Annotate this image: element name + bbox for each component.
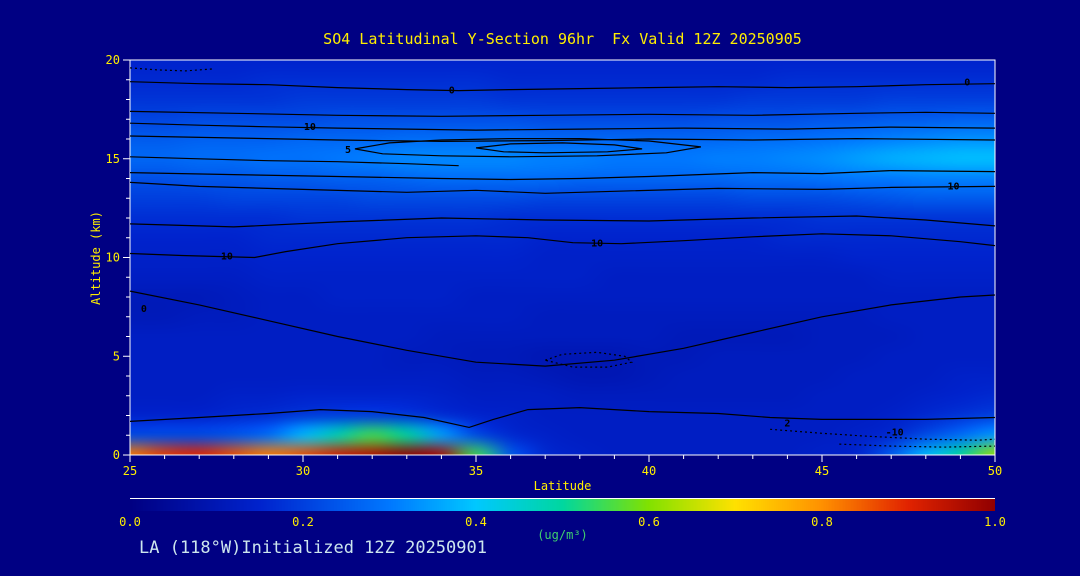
svg-text:0.6: 0.6 xyxy=(638,515,660,529)
svg-text:10: 10 xyxy=(106,251,120,265)
colorbar-tick-labels: 0.0 0.2 0.4 0.6 0.8 1.0 xyxy=(119,515,1006,529)
colorbar xyxy=(130,498,995,511)
svg-text:30: 30 xyxy=(296,464,310,478)
svg-text:20: 20 xyxy=(106,53,120,67)
y-axis-title: Altitude (km) xyxy=(89,211,103,305)
svg-text:5: 5 xyxy=(113,349,120,363)
svg-text:50: 50 xyxy=(988,464,1002,478)
x-axis-title: Latitude xyxy=(533,479,592,493)
svg-text:40: 40 xyxy=(642,464,656,478)
svg-text:1.0: 1.0 xyxy=(984,515,1006,529)
svg-text:0.8: 0.8 xyxy=(811,515,833,529)
heatmap-plot xyxy=(130,60,995,455)
svg-text:25: 25 xyxy=(123,464,137,478)
svg-text:15: 15 xyxy=(106,152,120,166)
svg-text:45: 45 xyxy=(815,464,829,478)
initialization-label: LA (118°W)Initialized 12Z 20250901 xyxy=(139,538,487,558)
svg-text:0.2: 0.2 xyxy=(292,515,314,529)
chart-title: SO4 Latitudinal Y-Section 96hr Fx Valid … xyxy=(323,30,802,48)
svg-text:0.0: 0.0 xyxy=(119,515,141,529)
colorbar-units-label: (ug/m³) xyxy=(537,528,588,542)
svg-text:0.4: 0.4 xyxy=(465,515,487,529)
svg-text:35: 35 xyxy=(469,464,483,478)
svg-text:0: 0 xyxy=(113,448,120,462)
